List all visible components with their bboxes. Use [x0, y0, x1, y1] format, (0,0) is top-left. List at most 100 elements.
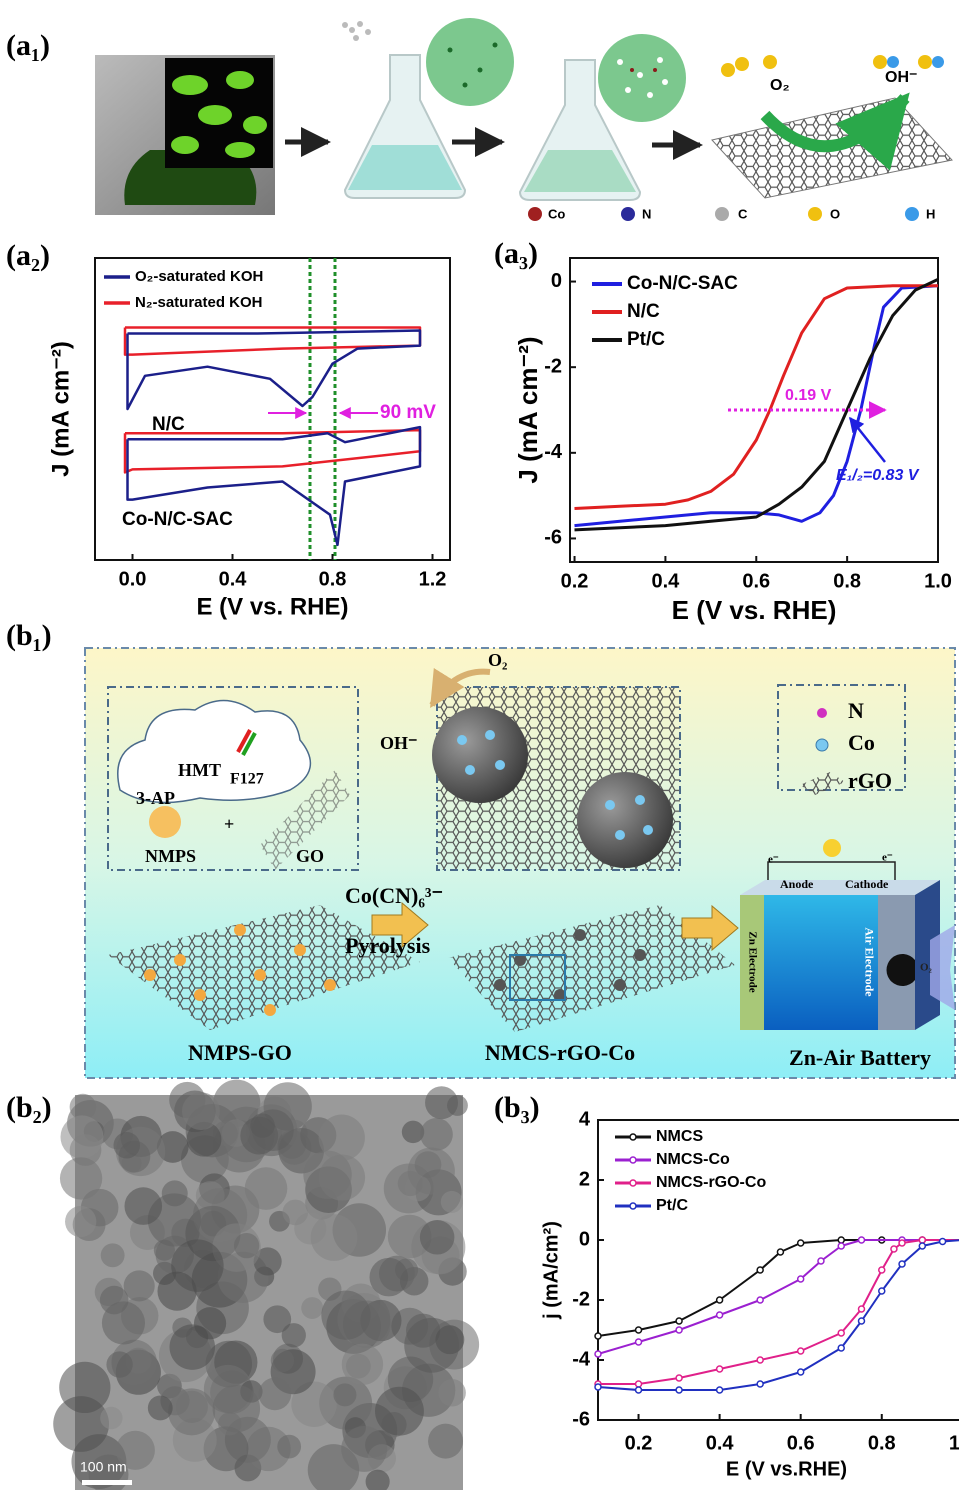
legend-label: Co-N/C-SAC: [627, 273, 738, 294]
series-marker: [757, 1381, 763, 1387]
particle: [182, 1092, 220, 1130]
illustration-circle: [357, 21, 363, 27]
particle: [271, 1349, 294, 1372]
annotation: 0.19 V: [785, 387, 832, 404]
panel-label: (a₁): [6, 29, 50, 62]
series-line: [128, 331, 421, 410]
y-tick-label: 0: [579, 1228, 590, 1250]
series-marker: [717, 1366, 723, 1372]
illustration-circle: [615, 830, 625, 840]
particle: [375, 1387, 424, 1436]
particle: [259, 1378, 292, 1411]
x-tick-label: 1.0: [949, 1432, 959, 1454]
particle: [65, 1206, 96, 1237]
series-marker: [717, 1387, 723, 1393]
legend-label: O₂-saturated KOH: [135, 268, 263, 285]
series-marker: [919, 1243, 925, 1249]
particle: [438, 1379, 466, 1407]
oh-label: OH⁻: [885, 69, 917, 86]
particle: [447, 1095, 468, 1116]
particle: [59, 1362, 110, 1413]
series-marker: [798, 1276, 804, 1282]
stage-label: Zn-Air Battery: [789, 1045, 931, 1070]
x-axis-label: E (V vs. RHE): [672, 595, 837, 625]
tem-image: [53, 1080, 479, 1490]
panel-label: (b₃): [494, 1091, 540, 1124]
series-marker: [798, 1240, 804, 1246]
x-tick-label: 1.0: [924, 570, 952, 592]
series-marker: [757, 1297, 763, 1303]
illustration-circle: [621, 207, 635, 221]
series-marker: [940, 1239, 946, 1245]
y-tick-label: -6: [544, 527, 562, 549]
y-tick-label: -2: [544, 355, 562, 377]
x-tick-label: 0.4: [219, 568, 248, 590]
particle: [333, 1383, 356, 1406]
series-marker: [676, 1318, 682, 1324]
illustration-rect: [82, 1480, 132, 1485]
illustration-circle: [353, 35, 359, 41]
illustration-circle: [932, 56, 944, 68]
x-tick-label: 0.2: [561, 570, 589, 592]
particle: [319, 1115, 365, 1161]
zn-electrode-label: Zn Electrode: [746, 931, 758, 992]
particle: [106, 1351, 132, 1377]
illustration-circle: [647, 92, 653, 98]
illustration-ellipse: [171, 136, 199, 154]
particle: [282, 1323, 306, 1347]
series-marker: [757, 1267, 763, 1273]
y-axis-label: J (mA cm⁻²): [47, 341, 74, 477]
legend-marker: [630, 1157, 636, 1163]
legend-label: Pt/C: [627, 329, 665, 350]
air-electrode-label: Air Electrode: [862, 927, 876, 997]
illustration-circle: [324, 979, 336, 991]
illustration-circle: [598, 34, 686, 122]
illustration-circle: [617, 59, 623, 65]
illustration-circle: [342, 22, 348, 28]
series-marker: [858, 1237, 864, 1243]
o2-out-label: O₂: [920, 962, 933, 974]
illustration-circle: [577, 772, 673, 868]
series-marker: [798, 1348, 804, 1354]
series-marker: [595, 1351, 601, 1357]
series-marker: [838, 1237, 844, 1243]
electron-label: e⁻: [882, 852, 893, 864]
y-tick-label: 4: [579, 1108, 591, 1130]
illustration-circle: [144, 969, 156, 981]
particle: [60, 1115, 103, 1158]
legend-label: Co: [548, 206, 565, 221]
illustration-ellipse: [225, 142, 255, 158]
series-marker: [676, 1327, 682, 1333]
series-marker: [757, 1357, 763, 1363]
particle: [245, 1167, 288, 1210]
illustration-circle: [493, 43, 498, 48]
y-tick-label: -4: [544, 441, 563, 463]
particle: [170, 1324, 216, 1370]
x-tick-label: 0.6: [787, 1432, 815, 1454]
particle: [102, 1301, 145, 1344]
x-tick-label: 0.8: [868, 1432, 896, 1454]
particle: [341, 1426, 387, 1472]
illustration-circle: [662, 79, 668, 85]
go-label: GO: [296, 846, 324, 866]
y-axis-label: j (mA/cm²): [540, 1221, 562, 1320]
series-marker: [798, 1369, 804, 1375]
electron-label: e⁻: [768, 854, 779, 866]
illustration-circle: [816, 739, 828, 751]
f127-label: F127: [230, 771, 264, 788]
y-tick-label: -6: [572, 1408, 590, 1430]
series-marker: [838, 1330, 844, 1336]
scale-bar-label: 100 nm: [80, 1459, 127, 1475]
illustration-ellipse: [172, 75, 208, 95]
illustration-ellipse: [243, 116, 267, 134]
legend-label: rGO: [848, 768, 892, 793]
illustration-circle: [234, 924, 246, 936]
legend-marker: [630, 1134, 636, 1140]
x-tick-label: 0.4: [706, 1432, 735, 1454]
series-marker: [919, 1237, 925, 1243]
particle: [60, 1157, 102, 1199]
illustration-circle: [614, 979, 626, 991]
illustration-circle: [574, 929, 586, 941]
nmps-label: NMPS: [145, 846, 196, 866]
particle: [171, 1239, 223, 1291]
